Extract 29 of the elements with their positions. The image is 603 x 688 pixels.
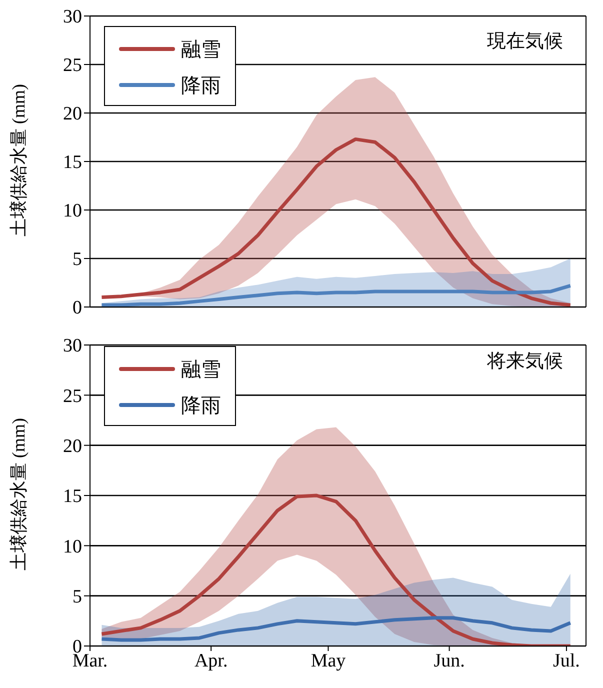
line-series bbox=[100, 494, 572, 646]
y-tick-label: 15 bbox=[63, 486, 82, 508]
x-tick-label: Jul. bbox=[553, 650, 580, 672]
y-tick-label: 30 bbox=[63, 6, 82, 28]
y-tick-label: 5 bbox=[72, 586, 82, 608]
annotation: 将来気候 bbox=[487, 349, 563, 374]
y-tick-label: 20 bbox=[63, 104, 82, 125]
line-series bbox=[100, 137, 572, 307]
y-tick-label: 20 bbox=[63, 436, 82, 458]
y-tick-label: 5 bbox=[72, 249, 82, 270]
legend-label: 融雪 bbox=[181, 356, 221, 382]
y-tick-label: 15 bbox=[63, 152, 82, 174]
legend-label: 融雪 bbox=[181, 36, 221, 62]
legend-label: 降雨 bbox=[181, 392, 221, 418]
x-tick-label: May bbox=[310, 650, 346, 672]
y-tick-label: 10 bbox=[63, 536, 82, 558]
x-tick-label: Apr. bbox=[194, 650, 228, 672]
line-series bbox=[100, 284, 572, 307]
y-tick-label: 10 bbox=[63, 200, 82, 222]
annotation: 現在気候 bbox=[487, 29, 563, 54]
y-tick-label: 25 bbox=[63, 55, 82, 76]
x-tick-label: Jun. bbox=[434, 650, 465, 672]
y-axis-title: 土壌供給水量 (mm) bbox=[8, 418, 28, 570]
y-tick-label: 0 bbox=[72, 298, 82, 319]
y-tick-label: 25 bbox=[63, 386, 82, 407]
line-series bbox=[100, 616, 572, 642]
y-tick-label: 30 bbox=[63, 336, 82, 357]
legend-label: 降雨 bbox=[181, 72, 221, 98]
y-axis-title: 土壌供給水量 (mm) bbox=[8, 84, 28, 236]
